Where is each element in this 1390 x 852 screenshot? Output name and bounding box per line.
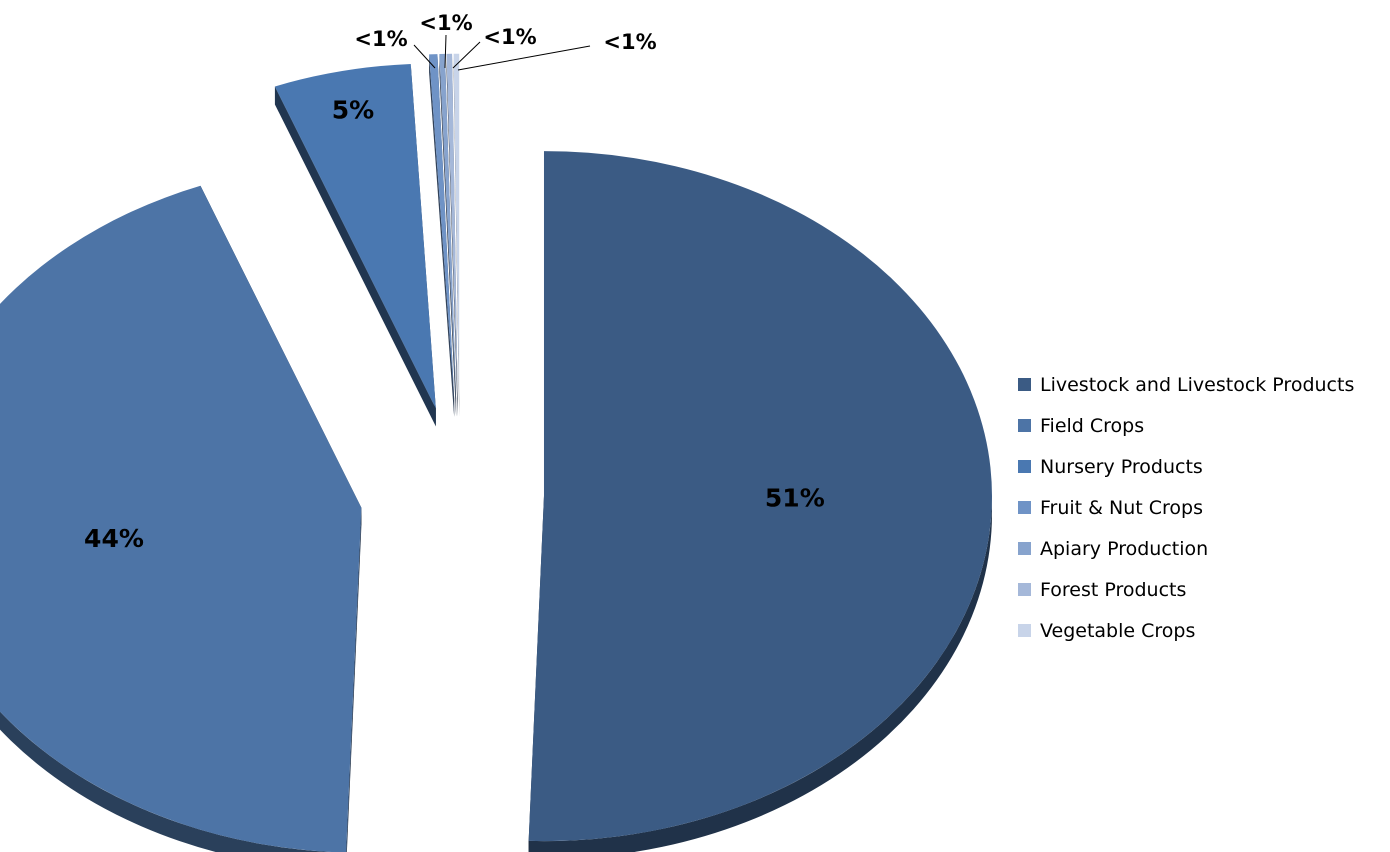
pie-slice-side bbox=[0, 711, 333, 852]
data-label-2: 44% bbox=[84, 524, 144, 553]
legend-item: Nursery Products bbox=[1018, 446, 1354, 487]
leader-line-6 bbox=[452, 41, 481, 69]
pie-slice-cut-face bbox=[446, 53, 458, 417]
legend-item: Fruit & Nut Crops bbox=[1018, 487, 1354, 528]
pie-slice-cut-face bbox=[274, 86, 436, 427]
data-labels: <1% <1% <1% <1% 5% 44% 51% bbox=[84, 11, 825, 553]
leader-line-4 bbox=[413, 44, 436, 69]
legend-item: Forest Products bbox=[1018, 569, 1354, 610]
pie-slice-4 bbox=[429, 54, 455, 417]
pie-slice-cut-face bbox=[429, 54, 455, 417]
pie-slice-1 bbox=[528, 151, 992, 852]
legend-swatch bbox=[1018, 624, 1031, 637]
pie-slice-2 bbox=[0, 185, 362, 852]
data-label-6: <1% bbox=[483, 25, 536, 49]
legend-swatch bbox=[1018, 378, 1031, 391]
legend-swatch bbox=[1018, 501, 1031, 514]
legend-label: Field Crops bbox=[1040, 414, 1145, 437]
legend-label: Vegetable Crops bbox=[1040, 619, 1196, 642]
legend-label: Forest Products bbox=[1040, 578, 1187, 601]
leader-lines bbox=[413, 34, 591, 71]
data-label-5: <1% bbox=[419, 11, 472, 35]
slices-layer bbox=[0, 53, 992, 852]
pie-slice-top bbox=[446, 53, 458, 399]
chart-legend: Livestock and Livestock Products Field Cr… bbox=[1018, 364, 1354, 651]
pie-slice-cut-face bbox=[439, 54, 457, 417]
legend-label: Apiary Production bbox=[1040, 537, 1209, 560]
data-label-3: 5% bbox=[332, 96, 374, 125]
leader-line-5 bbox=[444, 34, 447, 69]
legend-swatch bbox=[1018, 460, 1031, 473]
pie-slice-top bbox=[0, 185, 362, 852]
pie-slice-top bbox=[439, 53, 457, 399]
pie-slice-top bbox=[453, 53, 460, 399]
legend-item: Livestock and Livestock Products bbox=[1018, 364, 1354, 405]
pie-slice-top bbox=[528, 151, 992, 842]
data-label-4: <1% bbox=[354, 27, 407, 51]
legend-swatch bbox=[1018, 419, 1031, 432]
pie-slice-7 bbox=[453, 53, 460, 417]
legend-label: Nursery Products bbox=[1040, 455, 1203, 478]
legend-item: Apiary Production bbox=[1018, 528, 1354, 569]
pie-slice-top bbox=[429, 54, 455, 399]
legend-label: Fruit & Nut Crops bbox=[1040, 496, 1204, 519]
legend-item: Vegetable Crops bbox=[1018, 610, 1354, 651]
pie-slice-5 bbox=[439, 53, 457, 417]
pie-slice-3 bbox=[274, 63, 436, 427]
legend-item: Field Crops bbox=[1018, 405, 1354, 446]
leader-line-7 bbox=[457, 45, 591, 71]
legend-swatch bbox=[1018, 542, 1031, 555]
legend-swatch bbox=[1018, 583, 1031, 596]
data-label-1: 51% bbox=[765, 483, 825, 512]
legend-label: Livestock and Livestock Products bbox=[1040, 373, 1355, 396]
pie-slice-6 bbox=[446, 53, 458, 417]
pie-slice-cut-face bbox=[453, 53, 460, 417]
pie-slice-top bbox=[274, 63, 436, 409]
data-label-7: <1% bbox=[603, 30, 656, 54]
